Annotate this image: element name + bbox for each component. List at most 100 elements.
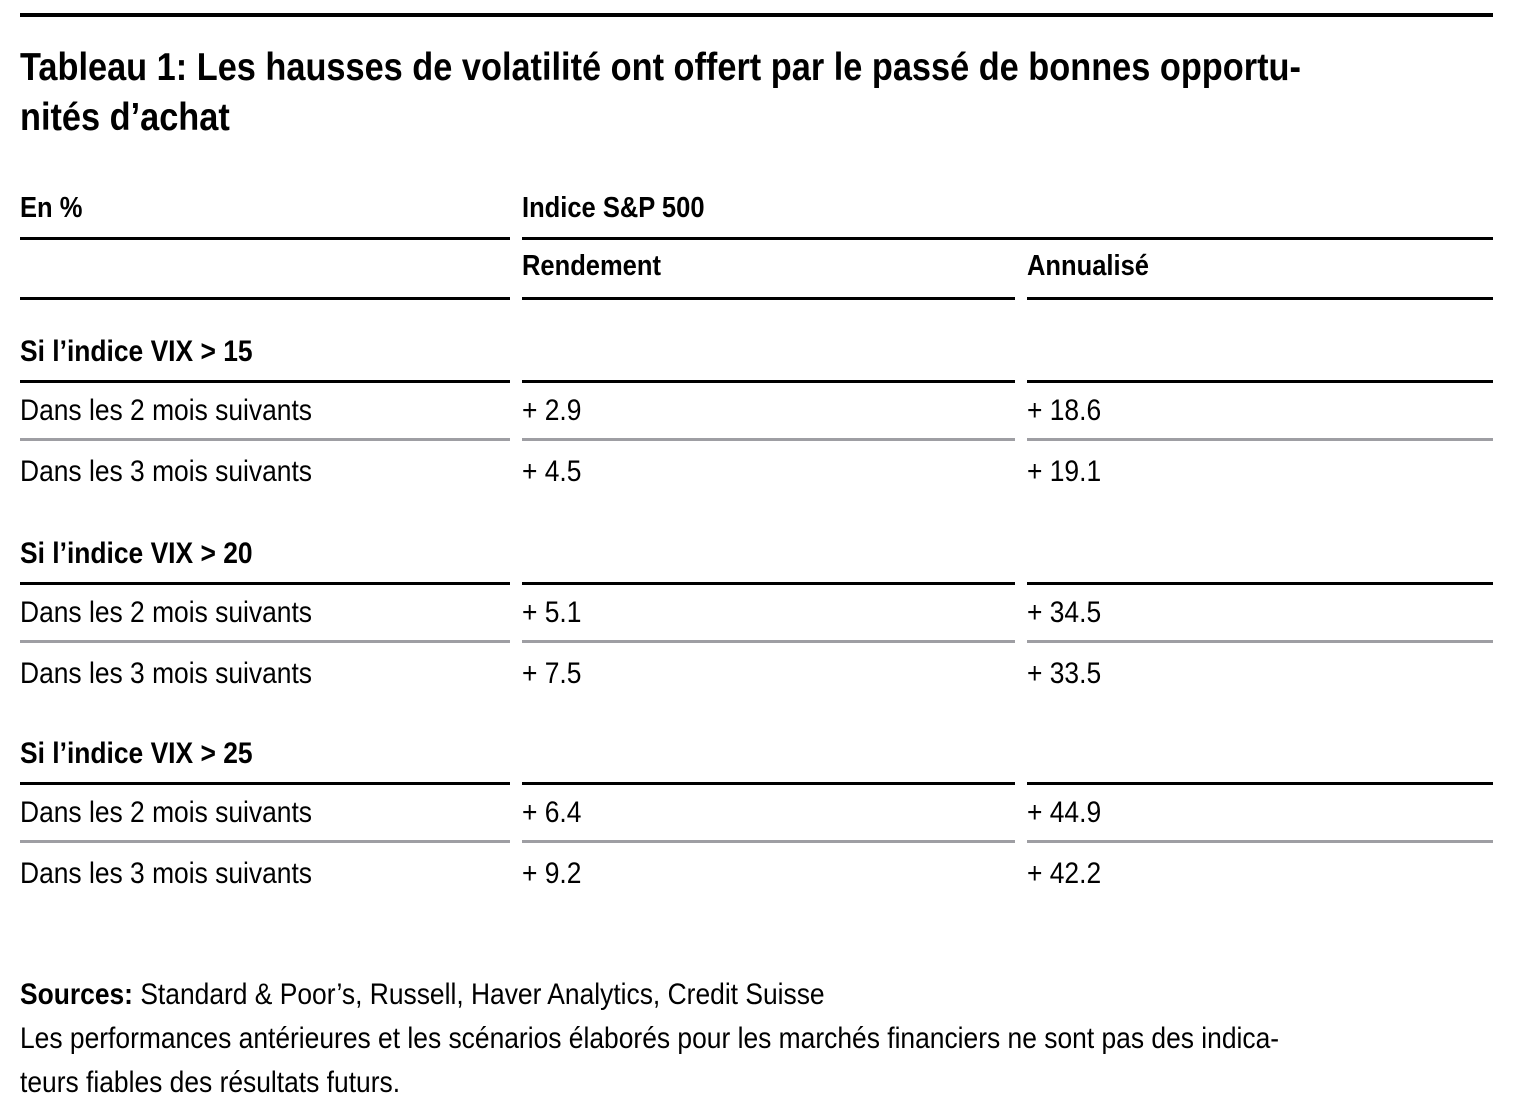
column-gutter (1015, 240, 1027, 300)
section-header-label: Si l’indice VIX > 20 (20, 537, 253, 570)
column-gutter (510, 728, 522, 785)
row-label: Dans les 2 mois suivants (20, 394, 312, 427)
section-header-empty-cell (1027, 728, 1493, 785)
table-footer: Sources: Standard & Poor’s, Russell, Hav… (20, 973, 1493, 1105)
row-label-cell: Dans les 2 mois suivants (20, 383, 510, 441)
sources-line: Sources: Standard & Poor’s, Russell, Hav… (20, 973, 1493, 1017)
sources-label: Sources: (20, 978, 133, 1011)
column-gutter (1015, 585, 1027, 643)
column-gutter (1015, 383, 1027, 441)
rendement-cell: + 4.5 (522, 441, 1015, 499)
annualise-cell: + 19.1 (1027, 441, 1493, 499)
annualise-cell: + 18.6 (1027, 383, 1493, 441)
column-gutter (510, 383, 522, 441)
rendement-value: + 2.9 (522, 394, 582, 427)
disclaimer-line-2: teurs fiables des résultats futurs. (20, 1066, 401, 1099)
row-label: Dans les 3 mois suivants (20, 455, 312, 488)
section-header-cell: Si l’indice VIX > 15 (20, 330, 510, 383)
section-header-empty-cell (522, 528, 1015, 585)
sources-text: Standard & Poor’s, Russell, Haver Analyt… (140, 978, 825, 1011)
row-label: Dans les 3 mois suivants (20, 657, 312, 690)
column-gutter (510, 528, 522, 585)
annualise-cell: + 44.9 (1027, 785, 1493, 843)
column-header-rendement-cell: Rendement (522, 240, 1015, 300)
column-header-annualise-cell: Annualisé (1027, 240, 1493, 300)
column-gutter (1015, 643, 1027, 701)
annualise-value: + 34.5 (1027, 596, 1102, 629)
annualise-cell: + 42.2 (1027, 843, 1493, 901)
header-row-group: En % Indice S&P 500 (20, 190, 1493, 240)
section-header-row-vix-25: Si l’indice VIX > 25 (20, 728, 1493, 785)
annualise-value: + 42.2 (1027, 857, 1102, 890)
annualise-value: + 33.5 (1027, 657, 1102, 690)
row-label: Dans les 3 mois suivants (20, 857, 312, 890)
column-header-rendement: Rendement (522, 250, 661, 282)
empty-header-cell (20, 240, 510, 300)
section-header-empty-cell (522, 728, 1015, 785)
row-label-cell: Dans les 3 mois suivants (20, 643, 510, 701)
row-label-cell: Dans les 2 mois suivants (20, 785, 510, 843)
section-spacer (20, 499, 1493, 528)
section-header-cell: Si l’indice VIX > 25 (20, 728, 510, 785)
rendement-value: + 5.1 (522, 596, 582, 629)
rendement-cell: + 6.4 (522, 785, 1015, 843)
table-row: Dans les 3 mois suivants + 7.5 + 33.5 (20, 643, 1493, 701)
section-header-empty-cell (522, 330, 1015, 383)
section-header-row-vix-15: Si l’indice VIX > 15 (20, 330, 1493, 383)
section-spacer (20, 300, 1493, 330)
annualise-cell: + 33.5 (1027, 643, 1493, 701)
column-gutter (1015, 785, 1027, 843)
title-line-2: nités d’achat (20, 96, 230, 139)
rendement-cell: + 5.1 (522, 585, 1015, 643)
rendement-cell: + 7.5 (522, 643, 1015, 701)
table-row: Dans les 2 mois suivants + 5.1 + 34.5 (20, 585, 1493, 643)
column-gutter (1015, 441, 1027, 499)
section-header-row-vix-20: Si l’indice VIX > 20 (20, 528, 1493, 585)
column-gutter (510, 643, 522, 701)
annualise-cell: + 34.5 (1027, 585, 1493, 643)
unit-label: En % (20, 192, 83, 224)
table-row: Dans les 3 mois suivants + 4.5 + 19.1 (20, 441, 1493, 499)
table-row: Dans les 3 mois suivants + 9.2 + 42.2 (20, 843, 1493, 901)
column-gutter (510, 330, 522, 383)
column-gutter (510, 843, 522, 901)
section-header-empty-cell (1027, 330, 1493, 383)
column-gutter (1015, 330, 1027, 383)
column-header-annualise: Annualisé (1027, 250, 1149, 282)
column-gutter (510, 240, 522, 300)
unit-header-cell: En % (20, 190, 510, 240)
data-table: En % Indice S&P 500 Rendement Annualisé (20, 190, 1493, 901)
header-row-columns: Rendement Annualisé (20, 240, 1493, 300)
column-gutter (510, 190, 522, 240)
rendement-cell: + 2.9 (522, 383, 1015, 441)
section-spacer (20, 701, 1493, 728)
row-label: Dans les 2 mois suivants (20, 596, 312, 629)
rendement-value: + 7.5 (522, 657, 582, 690)
section-header-label: Si l’indice VIX > 25 (20, 737, 253, 770)
table-row: Dans les 2 mois suivants + 2.9 + 18.6 (20, 383, 1493, 441)
row-label-cell: Dans les 2 mois suivants (20, 585, 510, 643)
group-header-label: Indice S&P 500 (522, 192, 705, 224)
disclaimer-line-1: Les performances antérieures et les scén… (20, 1022, 1280, 1055)
section-header-label: Si l’indice VIX > 15 (20, 335, 253, 368)
annualise-value: + 44.9 (1027, 796, 1102, 829)
title-line-1: Tableau 1: Les hausses de volatilité ont… (20, 46, 1301, 89)
column-gutter (1015, 843, 1027, 901)
content-area: Tableau 1: Les hausses de volatilité ont… (20, 13, 1493, 1105)
row-label: Dans les 2 mois suivants (20, 796, 312, 829)
column-gutter (1015, 728, 1027, 785)
rendement-value: + 6.4 (522, 796, 582, 829)
column-gutter (510, 785, 522, 843)
table-row: Dans les 2 mois suivants + 6.4 + 44.9 (20, 785, 1493, 843)
annualise-value: + 18.6 (1027, 394, 1102, 427)
section-header-cell: Si l’indice VIX > 20 (20, 528, 510, 585)
column-gutter (510, 441, 522, 499)
rendement-cell: + 9.2 (522, 843, 1015, 901)
row-label-cell: Dans les 3 mois suivants (20, 843, 510, 901)
annualise-value: + 19.1 (1027, 455, 1102, 488)
top-rule (20, 13, 1493, 17)
column-gutter (1015, 528, 1027, 585)
row-label-cell: Dans les 3 mois suivants (20, 441, 510, 499)
rendement-value: + 9.2 (522, 857, 582, 890)
